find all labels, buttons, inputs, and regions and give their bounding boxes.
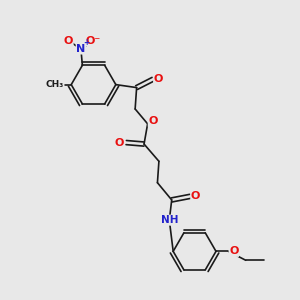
Text: CH₃: CH₃ <box>46 80 64 89</box>
Text: +: + <box>83 38 89 47</box>
Text: O: O <box>64 36 73 46</box>
Text: O: O <box>115 138 124 148</box>
Text: O: O <box>191 191 200 201</box>
Text: N: N <box>76 44 86 54</box>
Text: O: O <box>154 74 163 84</box>
Text: O: O <box>148 116 158 127</box>
Text: O: O <box>229 246 239 256</box>
Text: O⁻: O⁻ <box>86 36 101 46</box>
Text: NH: NH <box>160 215 178 225</box>
